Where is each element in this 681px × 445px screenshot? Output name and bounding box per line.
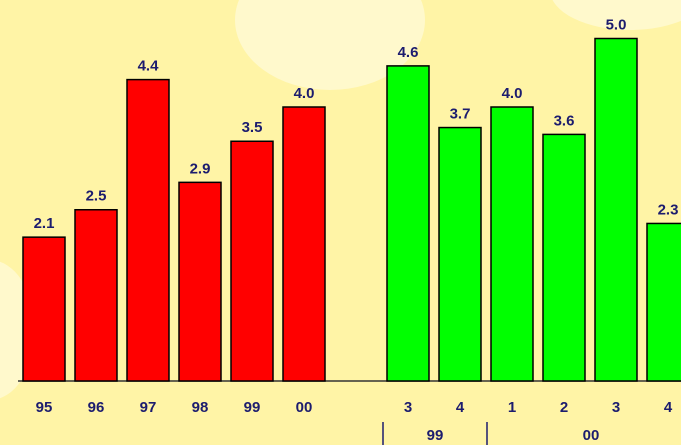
value-label: 2.3 [658,201,679,218]
bar [594,37,638,382]
value-label: 3.6 [554,112,575,129]
bar [178,181,222,382]
x-tick-label: 3 [612,399,620,416]
value-label: 5.0 [606,16,627,33]
value-label: 2.5 [86,188,107,205]
background-blob [235,0,425,90]
x-tick-label: 3 [404,399,412,416]
group-label: 00 [583,427,600,444]
bar [22,236,66,382]
bar [282,106,326,382]
value-label: 4.4 [138,58,160,75]
bar [74,209,118,382]
x-tick-label: 97 [140,399,157,416]
value-label: 3.5 [242,119,263,136]
x-tick-label: 1 [508,399,516,416]
value-label: 4.6 [398,44,419,61]
x-tick-label: 95 [36,399,53,416]
bar [542,133,586,382]
value-label: 2.1 [34,215,55,232]
x-tick-label: 96 [88,399,105,416]
value-label: 2.9 [190,160,211,177]
bar [126,78,170,382]
background-blob [552,0,681,30]
value-label: 4.0 [502,85,523,102]
x-tick-label: 98 [192,399,209,416]
bar [386,65,430,382]
bar [646,222,681,382]
group-label: 99 [427,427,444,444]
bar [438,126,482,382]
x-tick-label: 4 [664,399,673,416]
value-label: 3.7 [450,106,471,123]
x-tick-label: 99 [244,399,261,416]
x-tick-label: 00 [296,399,313,416]
x-tick-label: 4 [456,399,465,416]
value-label: 4.0 [294,85,315,102]
x-tick-label: 2 [560,399,568,416]
bar [230,140,274,382]
bar [490,106,534,382]
